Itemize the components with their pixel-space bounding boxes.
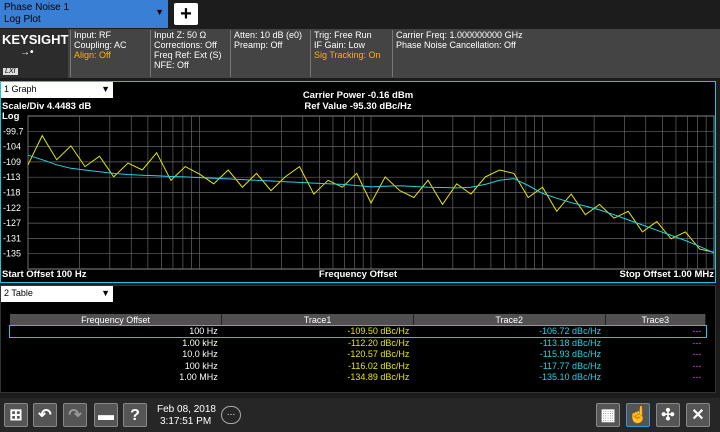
notes-button[interactable]: … [221,406,241,424]
x-axis-label: Frequency Offset [0,269,716,280]
table-header: Frequency OffsetTrace1Trace2Trace3 [10,314,706,326]
y-tick-label: -113 [3,172,20,182]
table-window-label: 2 Table [4,288,33,298]
column-header: Trace3 [605,314,705,326]
table-cell: 100 kHz [10,360,222,372]
y-tick-label: -127 [3,218,21,228]
table-row: 1.00 MHz-134.89 dBc/Hz-135.10 dBc/Hz--- [10,372,706,384]
table-cell: -112.20 dBc/Hz [222,337,414,349]
table-row: 100 Hz-109.50 dBc/Hz-106.72 dBc/Hz--- [10,326,706,338]
y-tick-label: -122 [3,203,21,213]
table-cell: 1.00 MHz [10,372,222,384]
fullscreen-button[interactable]: ✕ [686,403,710,427]
table-cell: 100 Hz [10,326,222,338]
layout-button[interactable]: ▦ [596,403,620,427]
table-cell: -106.72 dBc/Hz [413,326,605,338]
table-cell: 10.0 kHz [10,349,222,361]
table-cell: -116.02 dBc/Hz [222,360,414,372]
table-dropdown[interactable]: 2 Table ▼ [1,286,113,302]
y-tick-label: -99.7 [3,126,24,136]
y-tick-label: -118 [3,188,20,198]
table-cell: --- [605,326,705,338]
stop-offset: Stop Offset 1.00 MHz [620,269,715,280]
table-row: 100 kHz-116.02 dBc/Hz-117.77 dBc/Hz--- [10,360,706,372]
trace-table: Frequency OffsetTrace1Trace2Trace3100 Hz… [10,314,706,383]
table-cell: -113.18 dBc/Hz [413,337,605,349]
y-tick-label: -109 [3,157,21,167]
table-cell: -120.57 dBc/Hz [222,349,414,361]
table-row: 1.00 kHz-112.20 dBc/Hz-113.18 dBc/Hz--- [10,337,706,349]
y-tick-label: -131 [3,233,21,243]
y-tick-label: -104 [3,142,21,152]
table-cell: -134.89 dBc/Hz [222,372,414,384]
table-cell: -135.10 dBc/Hz [413,372,605,384]
touch-button[interactable]: ☝ [626,403,650,427]
y-tick-label: -135 [3,249,21,259]
table-cell: -109.50 dBc/Hz [222,326,414,338]
table-cell: --- [605,337,705,349]
table-cell: -115.93 dBc/Hz [413,349,605,361]
dropdown-arrow: ▼ [101,288,110,298]
table-cell: --- [605,372,705,384]
zoom-button[interactable]: ✣ [656,403,680,427]
table-cell: --- [605,360,705,372]
undo-button[interactable]: ↶ [33,403,57,427]
table-row: 10.0 kHz-120.57 dBc/Hz-115.93 dBc/Hz--- [10,349,706,361]
table-cell: --- [605,349,705,361]
start-button[interactable]: ⊞ [4,403,28,427]
column-header: Trace1 [222,314,414,326]
redo-button[interactable]: ↷ [63,403,87,427]
table-cell: 1.00 kHz [10,337,222,349]
files-button[interactable]: ▬ [94,403,118,427]
date: Feb 08, 2018 [157,404,216,415]
table-cell: -117.77 dBc/Hz [413,360,605,372]
help-button[interactable]: ? [123,403,147,427]
plot: -99.7 -104 -109 -113 -118 -122 -127 -131 -135 [0,0,720,282]
column-header: Frequency Offset [10,314,222,326]
column-header: Trace2 [413,314,605,326]
time: 3:17:51 PM [160,416,211,427]
